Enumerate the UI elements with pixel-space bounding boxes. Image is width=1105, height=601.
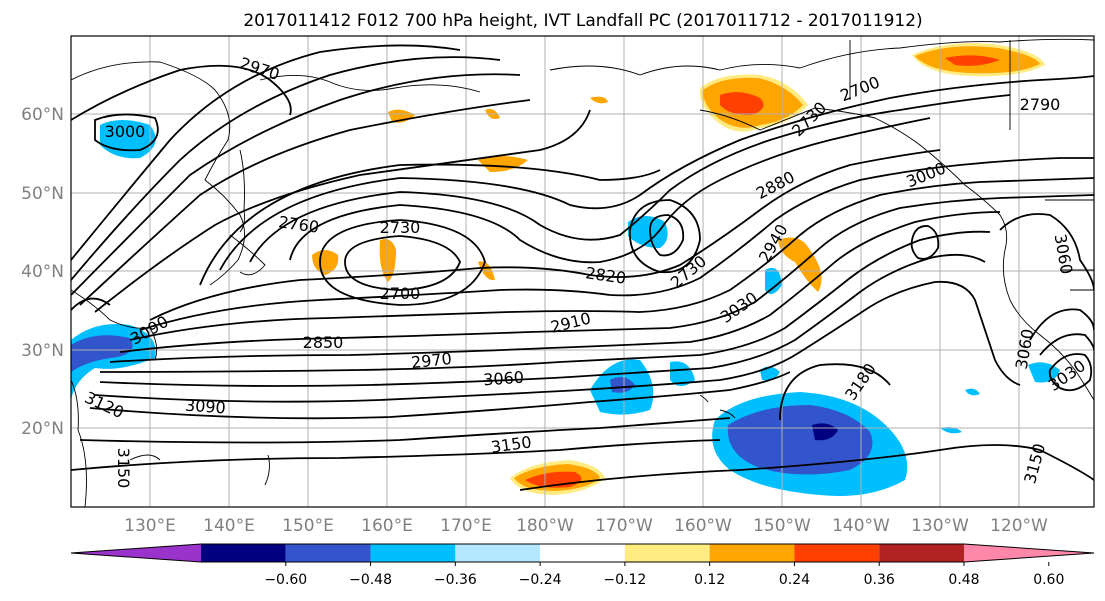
colorbar-segment <box>455 544 541 562</box>
contour-label: 2730 <box>380 218 421 237</box>
colorbar-tick-label: 0.60 <box>1033 572 1064 588</box>
contour-label: 3090 <box>184 396 226 418</box>
latitude-labels: 60°N 50°N 40°N 30°N 20°N <box>21 105 64 439</box>
colorbar-tick-label: −0.48 <box>349 572 392 588</box>
colorbar: −0.60 −0.48 −0.36 −0.24 −0.12 0.12 0.24 0.36 0.4… <box>70 543 1095 588</box>
contour-label: 2790 <box>1020 95 1061 114</box>
height-contours <box>71 44 1094 491</box>
lat-label: 60°N <box>21 105 64 125</box>
lon-label: 170°E <box>440 516 492 536</box>
colorbar-segment <box>540 544 625 562</box>
colorbar-segment <box>201 544 286 562</box>
contour-label: 2850 <box>303 333 344 352</box>
lon-label: 160°W <box>674 516 732 536</box>
colorbar-tick-label: −0.36 <box>434 572 477 588</box>
colorbar-segment <box>624 544 710 562</box>
lon-label: 140°W <box>832 516 890 536</box>
lon-label: 160°E <box>361 516 413 536</box>
colorbar-tick-label: −0.24 <box>519 572 562 588</box>
lon-label: 150°W <box>753 516 811 536</box>
lat-label: 40°N <box>21 262 64 282</box>
colorbar-segment <box>370 544 456 562</box>
lat-label: 20°N <box>21 419 64 439</box>
ivt-positive-shading <box>312 42 1045 495</box>
colorbar-tick-label: 0.48 <box>948 572 979 588</box>
contour-label: 3000 <box>105 122 146 141</box>
colorbar-outline <box>70 543 1095 563</box>
lat-label: 30°N <box>21 341 64 361</box>
contour-label: 3150 <box>114 448 133 489</box>
contour-label: 3060 <box>483 368 525 390</box>
colorbar-tick-label: 0.12 <box>694 572 725 588</box>
colorbar-tick-label: −0.60 <box>264 572 307 588</box>
colorbar-segment <box>794 544 880 562</box>
lon-label: 130°E <box>124 516 176 536</box>
longitude-labels: 130°E 140°E 150°E 160°E 170°E 180°W 170°… <box>124 516 1048 536</box>
colorbar-tick-label: 0.24 <box>779 572 810 588</box>
coastlines <box>71 38 1094 507</box>
lon-label: 120°W <box>990 516 1048 536</box>
lon-label: 130°W <box>911 516 969 536</box>
colorbar-segment <box>285 544 371 562</box>
lat-label: 50°N <box>21 184 64 204</box>
colorbar-segment <box>879 544 964 562</box>
colorbar-segment <box>709 544 795 562</box>
colorbar-tick-label: 0.36 <box>864 572 895 588</box>
colorbar-segment <box>964 544 1094 562</box>
contour-label: 2700 <box>380 284 421 303</box>
contour-label: 2970 <box>410 349 452 372</box>
figure-title: 2017011412 F012 700 hPa height, IVT Land… <box>243 11 922 31</box>
colorbar-segment <box>71 544 201 562</box>
lon-label: 180°W <box>516 516 574 536</box>
map-frame <box>70 35 1095 508</box>
lon-label: 170°W <box>595 516 653 536</box>
map-panel: 2970 3000 2760 2730 2700 2820 2730 2910 … <box>71 36 1094 507</box>
colorbar-tick-label: −0.12 <box>603 572 646 588</box>
lon-label: 150°E <box>282 516 334 536</box>
lon-label: 140°E <box>203 516 255 536</box>
